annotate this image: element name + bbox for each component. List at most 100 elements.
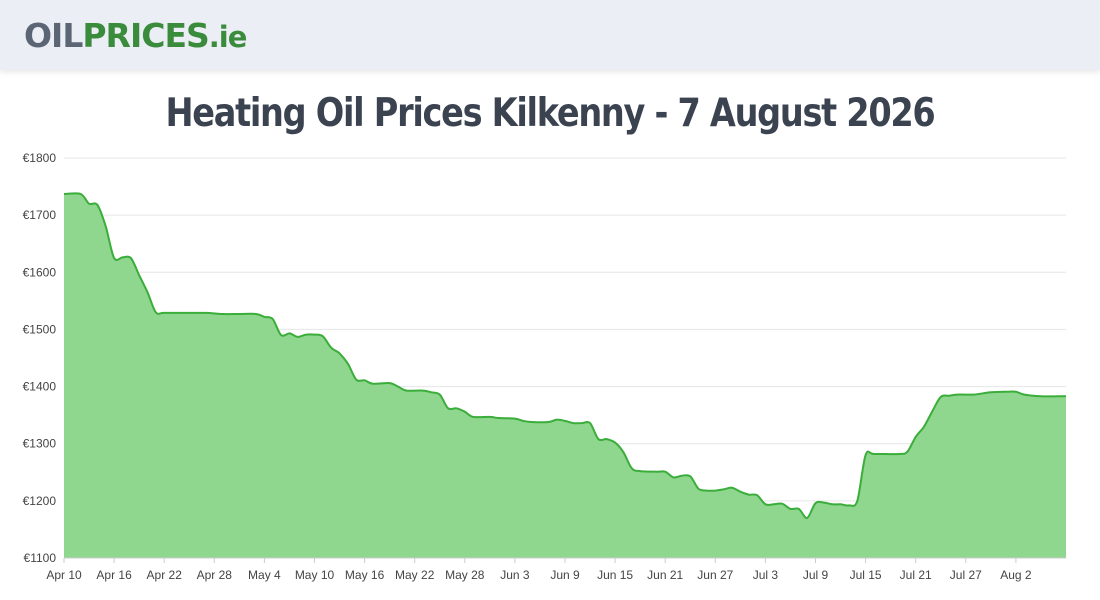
data-point[interactable] [671,474,677,480]
data-point[interactable] [637,468,643,474]
data-point[interactable] [813,500,819,506]
data-point[interactable] [804,515,810,521]
data-point[interactable] [1055,393,1061,399]
site-logo[interactable]: OILPRICES.ie [24,16,247,57]
data-point[interactable] [1021,392,1027,398]
data-point[interactable] [621,449,627,455]
data-point[interactable] [854,498,860,504]
data-point[interactable] [629,465,635,471]
data-point[interactable] [570,420,576,426]
data-point[interactable] [153,309,159,315]
data-point[interactable] [236,311,242,317]
data-point[interactable] [512,416,518,422]
data-point[interactable] [896,451,902,457]
data-point[interactable] [1013,389,1019,395]
data-point[interactable] [913,434,919,440]
data-point[interactable] [103,224,109,230]
data-point[interactable] [403,388,409,394]
data-point[interactable] [287,330,293,336]
data-point[interactable] [863,452,869,458]
data-point[interactable] [721,486,727,492]
data-point[interactable] [428,389,434,395]
data-point[interactable] [161,310,167,316]
data-point[interactable] [345,361,351,367]
data-point[interactable] [579,420,585,426]
data-point[interactable] [253,311,259,317]
data-point[interactable] [796,506,802,512]
data-point[interactable] [904,449,910,455]
data-point[interactable] [587,420,593,426]
data-point[interactable] [420,388,426,394]
data-point[interactable] [871,451,877,457]
data-point[interactable] [278,332,284,338]
data-point[interactable] [754,492,760,498]
data-point[interactable] [86,201,92,207]
data-point[interactable] [445,405,451,411]
data-point[interactable] [337,350,343,356]
data-point[interactable] [128,255,134,261]
data-point[interactable] [270,316,276,322]
data-point[interactable] [545,419,551,425]
data-point[interactable] [787,506,793,512]
data-point[interactable] [838,501,844,507]
data-point[interactable] [203,310,209,316]
data-point[interactable] [529,419,535,425]
data-point[interactable] [487,414,493,420]
data-point[interactable] [261,314,267,320]
data-point[interactable] [312,332,318,338]
data-point[interactable] [779,501,785,507]
data-point[interactable] [186,310,192,316]
data-point[interactable] [921,424,927,430]
data-point[interactable] [453,405,459,411]
data-point[interactable] [829,501,835,507]
data-point[interactable] [971,392,977,398]
data-point[interactable] [353,377,359,383]
data-point[interactable] [712,488,718,494]
data-point[interactable] [145,289,151,295]
data-point[interactable] [946,393,952,399]
data-point[interactable] [320,333,326,339]
data-point[interactable] [821,500,827,506]
data-point[interactable] [704,488,710,494]
data-point[interactable] [846,502,852,508]
data-point[interactable] [938,394,944,400]
data-point[interactable] [654,469,660,475]
data-point[interactable] [470,414,476,420]
data-point[interactable] [1038,393,1044,399]
data-point[interactable] [370,381,376,387]
data-point[interactable] [395,384,401,390]
data-point[interactable] [520,418,526,424]
data-point[interactable] [762,501,768,507]
data-point[interactable] [328,345,334,351]
data-point[interactable] [662,469,668,475]
data-point[interactable] [387,380,393,386]
data-point[interactable] [955,392,961,398]
data-point[interactable] [612,440,618,446]
data-point[interactable] [554,417,560,423]
data-point[interactable] [562,418,568,424]
data-point[interactable] [737,489,743,495]
data-point[interactable] [136,272,142,278]
data-point[interactable] [111,255,117,261]
data-point[interactable] [696,486,702,492]
data-point[interactable] [771,501,777,507]
data-point[interactable] [462,409,468,415]
data-point[interactable] [94,202,100,208]
data-point[interactable] [679,473,685,479]
data-point[interactable] [61,191,67,197]
data-point[interactable] [495,415,501,421]
data-point[interactable] [929,408,935,414]
data-point[interactable] [687,473,693,479]
data-point[interactable] [1005,389,1011,395]
data-point[interactable] [729,485,735,491]
data-point[interactable] [78,191,84,197]
data-point[interactable] [120,254,126,260]
data-point[interactable] [988,389,994,395]
data-point[interactable] [437,392,443,398]
data-point[interactable] [295,334,301,340]
data-point[interactable] [604,436,610,442]
data-point[interactable] [303,332,309,338]
data-point[interactable] [746,492,752,498]
data-point[interactable] [220,311,226,317]
data-point[interactable] [595,436,601,442]
